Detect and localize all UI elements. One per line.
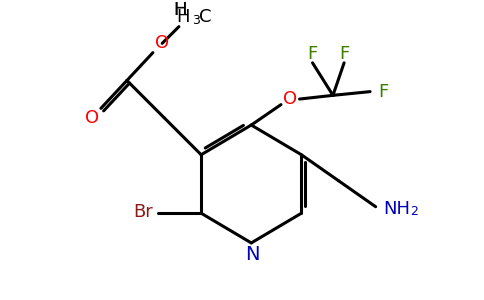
Text: O: O (283, 90, 297, 108)
Text: F: F (339, 45, 349, 63)
Text: H: H (173, 1, 186, 19)
Text: F: F (378, 82, 388, 100)
Text: NH: NH (383, 200, 410, 217)
Text: H: H (173, 1, 186, 19)
Text: 3: 3 (192, 14, 200, 27)
Text: O: O (85, 109, 99, 127)
Text: O: O (155, 34, 169, 52)
Text: H: H (177, 8, 190, 26)
Text: F: F (307, 45, 318, 63)
Text: Br: Br (134, 203, 153, 221)
Text: N: N (245, 245, 259, 265)
Text: C: C (199, 8, 212, 26)
Text: 2: 2 (410, 205, 418, 218)
